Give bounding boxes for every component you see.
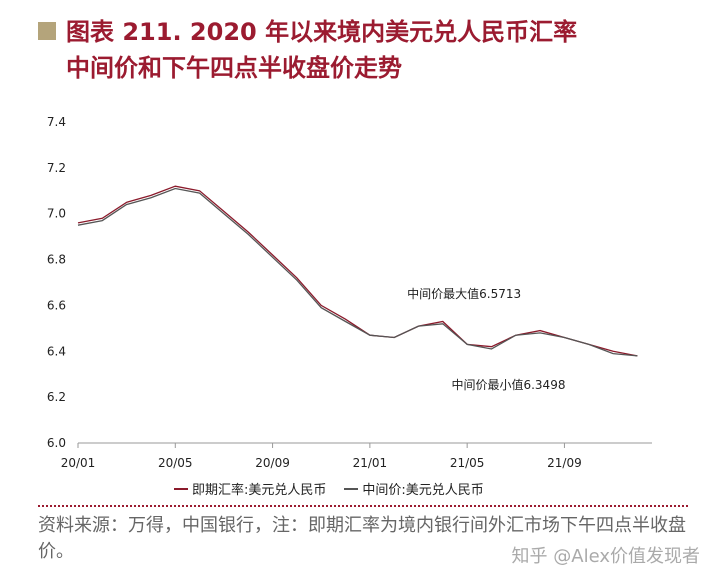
legend-swatch-spot xyxy=(174,487,188,490)
annotation-label: 中间价最大值6.5713 xyxy=(407,286,521,301)
watermark: 知乎 @Alex价值发现者 xyxy=(511,546,700,567)
x-tick-label: 21/09 xyxy=(547,456,582,470)
x-tick-label: 20/01 xyxy=(61,456,96,470)
legend-label-spot: 即期汇率:美元兑人民币 xyxy=(192,483,327,498)
legend-item-spot: 即期汇率:美元兑人民币 xyxy=(174,479,326,498)
legend-item-central: 中间价:美元兑人民币 xyxy=(344,479,484,498)
y-tick-label: 7.2 xyxy=(47,161,66,175)
y-tick-label: 6.6 xyxy=(47,298,66,312)
title-marker xyxy=(38,22,56,40)
x-tick-label: 20/09 xyxy=(255,456,290,470)
source-divider xyxy=(38,505,688,507)
annotation-label: 中间价最小值6.3498 xyxy=(451,377,565,392)
y-tick-label: 6.4 xyxy=(47,344,66,358)
chart-legend: 即期汇率:美元兑人民币 中间价:美元兑人民币 xyxy=(174,479,484,498)
x-tick-label: 21/05 xyxy=(450,456,485,470)
x-tick-label: 21/01 xyxy=(353,456,388,470)
title-line-1: 图表 211. 2020 年以来境内美元兑人民币汇率 xyxy=(66,18,578,46)
source-note: 资料来源：万得，中国银行，注：即期汇率为境内银行间外汇市场下午四点半收盘价。 xyxy=(38,515,686,562)
title-line-2: 中间价和下午四点半收盘价走势 xyxy=(66,54,402,82)
y-tick-label: 6.0 xyxy=(47,436,66,450)
y-tick-label: 6.2 xyxy=(47,390,66,404)
y-tick-label: 7.4 xyxy=(47,115,66,129)
y-tick-label: 6.8 xyxy=(47,253,66,267)
line-chart: 6.0 6.2 6.4 6.6 6.8 7.0 7.2 7.4 20/01 20/05 20/09 2… xyxy=(47,115,652,470)
legend-swatch-central xyxy=(344,487,359,490)
x-tick-label: 20/05 xyxy=(158,456,193,470)
series-line-central xyxy=(77,187,638,357)
series-line-spot xyxy=(77,185,638,357)
y-tick-label: 7.0 xyxy=(47,207,66,221)
legend-label-central: 中间价:美元兑人民币 xyxy=(362,483,484,498)
